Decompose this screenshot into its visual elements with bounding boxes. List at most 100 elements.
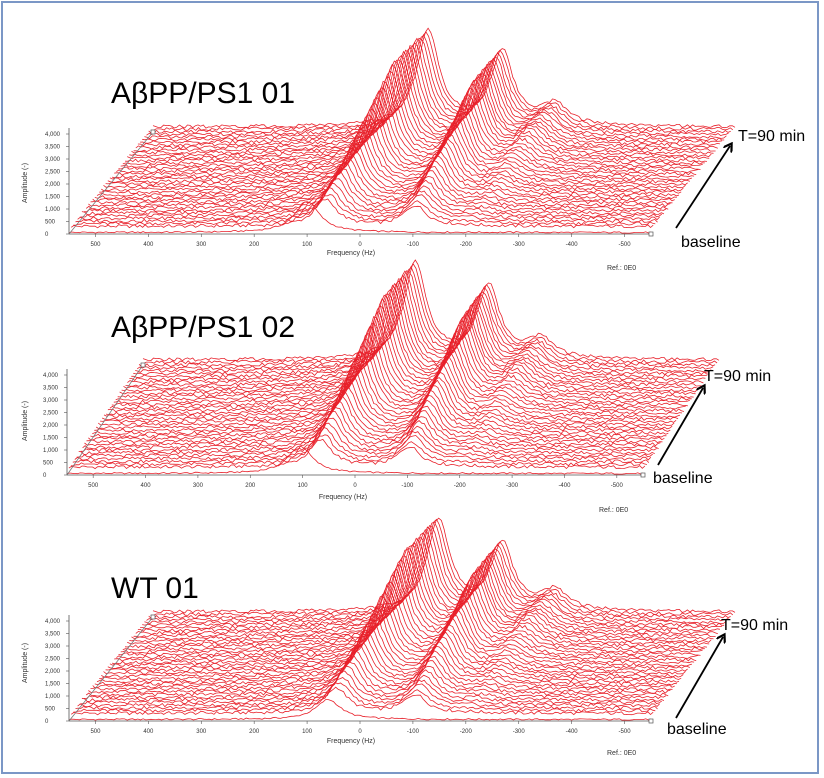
y-tick-label: 3,000 [43, 398, 59, 404]
reference-label: Ref.: 0E0 [607, 750, 636, 757]
spectrum-trace [73, 682, 656, 713]
spectrum-trace [133, 50, 716, 153]
spectrum-trace [82, 400, 659, 450]
x-axis-label: Frequency (Hz) [319, 494, 367, 501]
spectrum-trace [68, 438, 646, 470]
spectrum-trace [125, 284, 702, 387]
spectrum-trace [137, 537, 720, 633]
spectrum-trace [123, 288, 700, 390]
spectrum-trace [115, 305, 692, 401]
y-tick-label: 500 [45, 707, 56, 713]
spectrum-trace [68, 699, 652, 721]
spectrum-trace [114, 581, 697, 662]
y-axis-label: Amplitude (-) [22, 163, 29, 203]
reference-label: Ref.: 0E0 [607, 265, 636, 272]
x-axis-handle [640, 472, 646, 478]
y-tick-label: 1,000 [43, 448, 59, 454]
spectrum-trace [129, 59, 712, 158]
spectrum-trace [99, 128, 682, 195]
x-tick-labels: 500 400 300 200 100 0 -100 -200 -300 -400 -500 [90, 234, 631, 248]
spectrum-trace [86, 389, 663, 444]
x-axis-handle [648, 231, 654, 237]
spectra-traces [66, 259, 720, 475]
spectrum-trace [109, 102, 693, 181]
x-tick-label: -300 [513, 242, 526, 248]
spectrum-trace [90, 151, 673, 205]
x-tick-label: 100 [302, 242, 313, 248]
x-tick-label: -200 [460, 242, 473, 248]
spectrum-trace [121, 293, 698, 393]
spectrum-trace [135, 537, 718, 636]
spectrum-trace [100, 351, 677, 424]
x-axis-label: Frequency (Hz) [327, 738, 375, 745]
time-end-label: T=90 min [738, 128, 805, 145]
x-tick-label: 500 [88, 483, 99, 489]
spectrum-trace [131, 545, 714, 641]
y-tick-label: 2,000 [45, 182, 61, 188]
y-tick-label: 3,000 [45, 157, 61, 163]
x-tick-label: 300 [196, 729, 207, 735]
spectrum-trace [94, 630, 677, 686]
spectrum-trace [133, 541, 716, 638]
spectrum-trace [88, 155, 671, 208]
spectrum-trace [99, 618, 682, 681]
spectrum-trace [112, 96, 695, 179]
spectrum-trace [152, 27, 736, 129]
x-tick-label: 500 [90, 729, 101, 735]
x-tick-label: 100 [298, 483, 309, 489]
spectrum-trace [85, 650, 669, 697]
spectrum-trace [96, 134, 680, 197]
x-tick-label: 200 [249, 729, 260, 735]
figure-canvas: 4,0003,5003,0002,5002,0001,5001,0005000 … [22, 27, 805, 757]
x-tick-label: -100 [407, 242, 420, 248]
spectrum-trace [96, 623, 680, 684]
spectrum-trace [90, 640, 673, 692]
y-tick-label: 500 [45, 220, 56, 226]
x-tick-label: 400 [143, 729, 154, 735]
spectrum-trace [79, 178, 663, 218]
y-tick-labels: 4,000 3,500 3,000 2,500 2,000 1,500 1,000 500 0 [45, 619, 69, 725]
spectrum-trace [135, 49, 718, 150]
x-tick-label: 0 [353, 483, 357, 489]
y-tick-label: 4,000 [43, 373, 59, 379]
spectrum-trace [95, 359, 673, 430]
spectrum-trace [135, 270, 712, 373]
spectrum-trace [119, 294, 696, 396]
y-tick-label: 0 [45, 719, 49, 725]
y-tick-label: 0 [43, 473, 47, 479]
spectrum-trace [81, 661, 665, 702]
spectrum-trace [76, 417, 653, 458]
time-end-label: T=90 min [704, 368, 771, 385]
spectrum-trace [116, 574, 699, 660]
spectrum-trace [80, 406, 657, 453]
spectrum-trace [88, 644, 671, 694]
x-tick-label: 0 [358, 729, 362, 735]
spectrum-trace [85, 161, 669, 210]
spectrum-trace [111, 316, 688, 407]
baseline-label: baseline [681, 234, 741, 251]
y-tick-label: 2,500 [45, 170, 61, 176]
y-tick-label: 3,500 [45, 145, 61, 151]
spectrum-trace [117, 298, 694, 399]
spectrum-trace [152, 517, 736, 614]
spectrum-trace [144, 37, 727, 140]
spectrum-trace [92, 371, 669, 435]
spectrum-trace [97, 356, 675, 427]
y-tick-label: 3,500 [43, 386, 59, 392]
spectrum-trace [127, 283, 704, 385]
spectrum-trace [77, 183, 660, 221]
spectra-traces [68, 517, 736, 721]
spectrum-trace [114, 90, 697, 176]
y-tick-label: 1,500 [45, 682, 61, 688]
spectrum-trace [150, 518, 734, 617]
reference-label: Ref.: 0E0 [599, 507, 628, 514]
waterfall-panel-3: 4,0003,5003,0002,5002,0001,5001,0005000 … [22, 517, 788, 757]
spectrum-trace [72, 427, 650, 464]
spectrum-trace [116, 87, 699, 174]
spectrum-trace [101, 345, 679, 421]
spectrum-trace [105, 603, 688, 673]
time-direction-arrow [675, 637, 723, 719]
y-tick-label: 3,000 [45, 644, 61, 650]
y-tick-label: 2,000 [43, 423, 59, 429]
spectrum-trace [118, 80, 701, 171]
